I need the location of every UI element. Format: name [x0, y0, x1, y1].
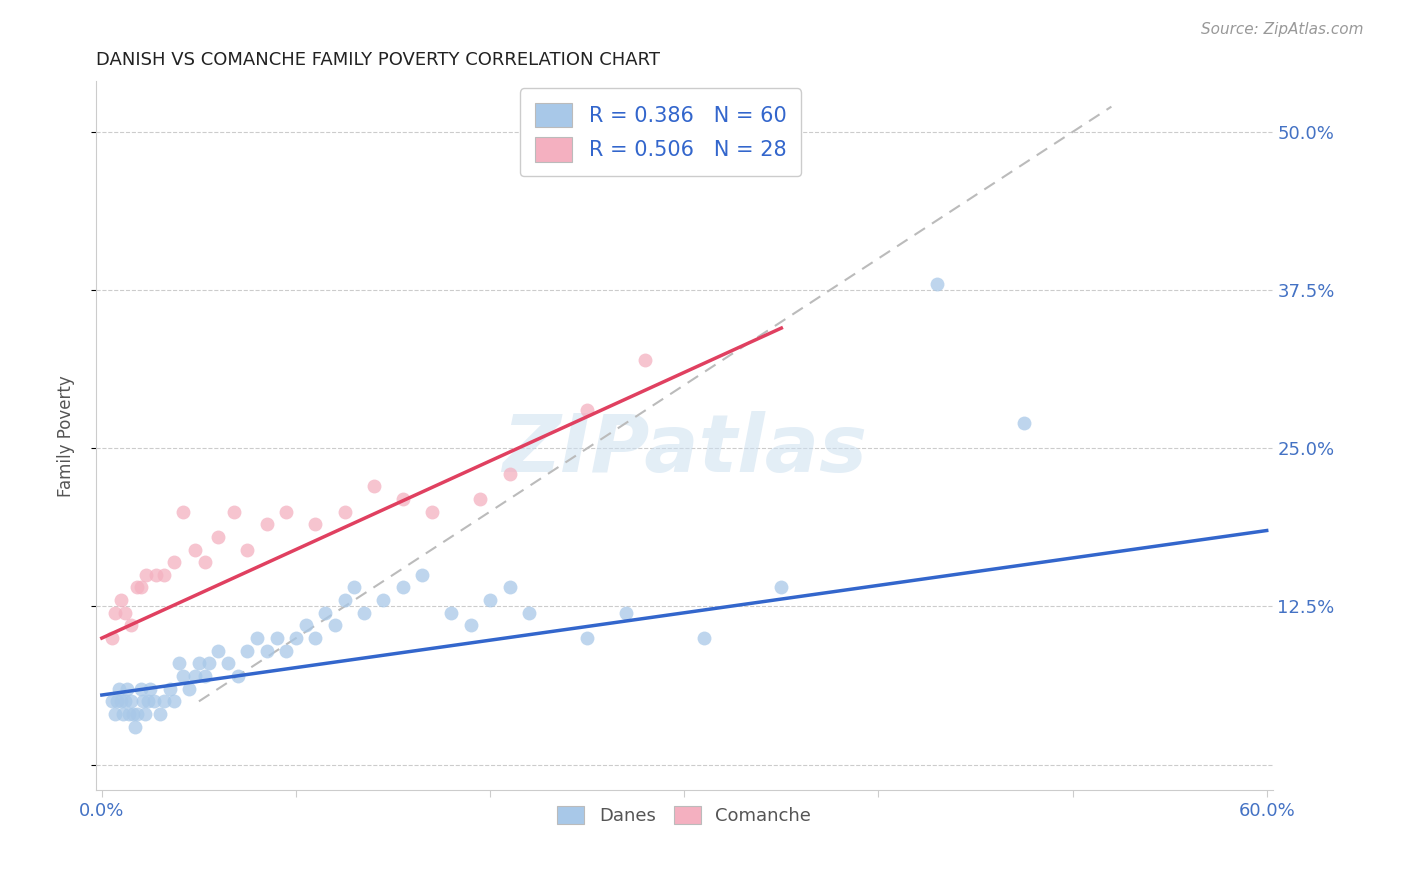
Point — [124, 720, 146, 734]
Point — [104, 606, 127, 620]
Point — [139, 681, 162, 696]
Point — [266, 631, 288, 645]
Point — [118, 706, 141, 721]
Point — [576, 403, 599, 417]
Text: Source: ZipAtlas.com: Source: ZipAtlas.com — [1201, 22, 1364, 37]
Point — [420, 504, 443, 518]
Point — [217, 657, 239, 671]
Point — [108, 681, 131, 696]
Point — [576, 631, 599, 645]
Point — [129, 681, 152, 696]
Point — [122, 706, 145, 721]
Point — [353, 606, 375, 620]
Point — [314, 606, 336, 620]
Point — [163, 555, 186, 569]
Point — [100, 631, 122, 645]
Point — [194, 669, 217, 683]
Point — [105, 694, 128, 708]
Legend: Danes, Comanche: Danes, Comanche — [548, 797, 820, 834]
Point — [131, 694, 153, 708]
Point — [163, 694, 186, 708]
Point — [256, 644, 278, 658]
Point — [614, 606, 637, 620]
Point — [411, 567, 433, 582]
Point — [276, 504, 298, 518]
Point — [517, 606, 540, 620]
Point — [391, 491, 413, 506]
Point — [333, 593, 356, 607]
Point — [498, 581, 520, 595]
Point — [110, 694, 132, 708]
Point — [460, 618, 482, 632]
Point — [120, 694, 142, 708]
Point — [125, 706, 148, 721]
Point — [226, 669, 249, 683]
Point — [172, 504, 194, 518]
Point — [159, 681, 181, 696]
Point — [138, 694, 160, 708]
Point — [100, 694, 122, 708]
Point — [153, 694, 176, 708]
Point — [172, 669, 194, 683]
Point — [770, 581, 793, 595]
Point — [294, 618, 316, 632]
Point — [440, 606, 463, 620]
Point — [363, 479, 385, 493]
Point — [114, 694, 136, 708]
Point — [169, 657, 191, 671]
Point — [304, 631, 326, 645]
Point — [391, 581, 413, 595]
Point — [692, 631, 714, 645]
Point — [925, 277, 948, 291]
Point — [207, 644, 229, 658]
Point — [145, 567, 167, 582]
Point — [184, 542, 207, 557]
Point — [470, 491, 492, 506]
Point — [323, 618, 346, 632]
Point — [112, 706, 135, 721]
Point — [333, 504, 356, 518]
Point — [236, 542, 259, 557]
Point — [115, 681, 138, 696]
Point — [479, 593, 502, 607]
Point — [276, 644, 298, 658]
Point — [634, 352, 657, 367]
Point — [285, 631, 308, 645]
Point — [120, 618, 142, 632]
Point — [184, 669, 207, 683]
Point — [134, 706, 156, 721]
Point — [153, 567, 176, 582]
Point — [343, 581, 366, 595]
Point — [207, 530, 229, 544]
Point — [149, 706, 172, 721]
Point — [104, 706, 127, 721]
Y-axis label: Family Poverty: Family Poverty — [58, 375, 75, 497]
Point — [143, 694, 166, 708]
Point — [236, 644, 259, 658]
Point — [222, 504, 245, 518]
Point — [125, 581, 148, 595]
Text: DANISH VS COMANCHE FAMILY POVERTY CORRELATION CHART: DANISH VS COMANCHE FAMILY POVERTY CORREL… — [96, 51, 659, 69]
Point — [187, 657, 209, 671]
Point — [129, 581, 152, 595]
Point — [179, 681, 201, 696]
Point — [373, 593, 395, 607]
Text: ZIPatlas: ZIPatlas — [502, 411, 866, 489]
Point — [110, 593, 132, 607]
Point — [1012, 416, 1035, 430]
Point — [194, 555, 217, 569]
Point — [135, 567, 157, 582]
Point — [304, 517, 326, 532]
Point — [197, 657, 219, 671]
Point — [246, 631, 269, 645]
Point — [114, 606, 136, 620]
Point — [256, 517, 278, 532]
Point — [498, 467, 520, 481]
